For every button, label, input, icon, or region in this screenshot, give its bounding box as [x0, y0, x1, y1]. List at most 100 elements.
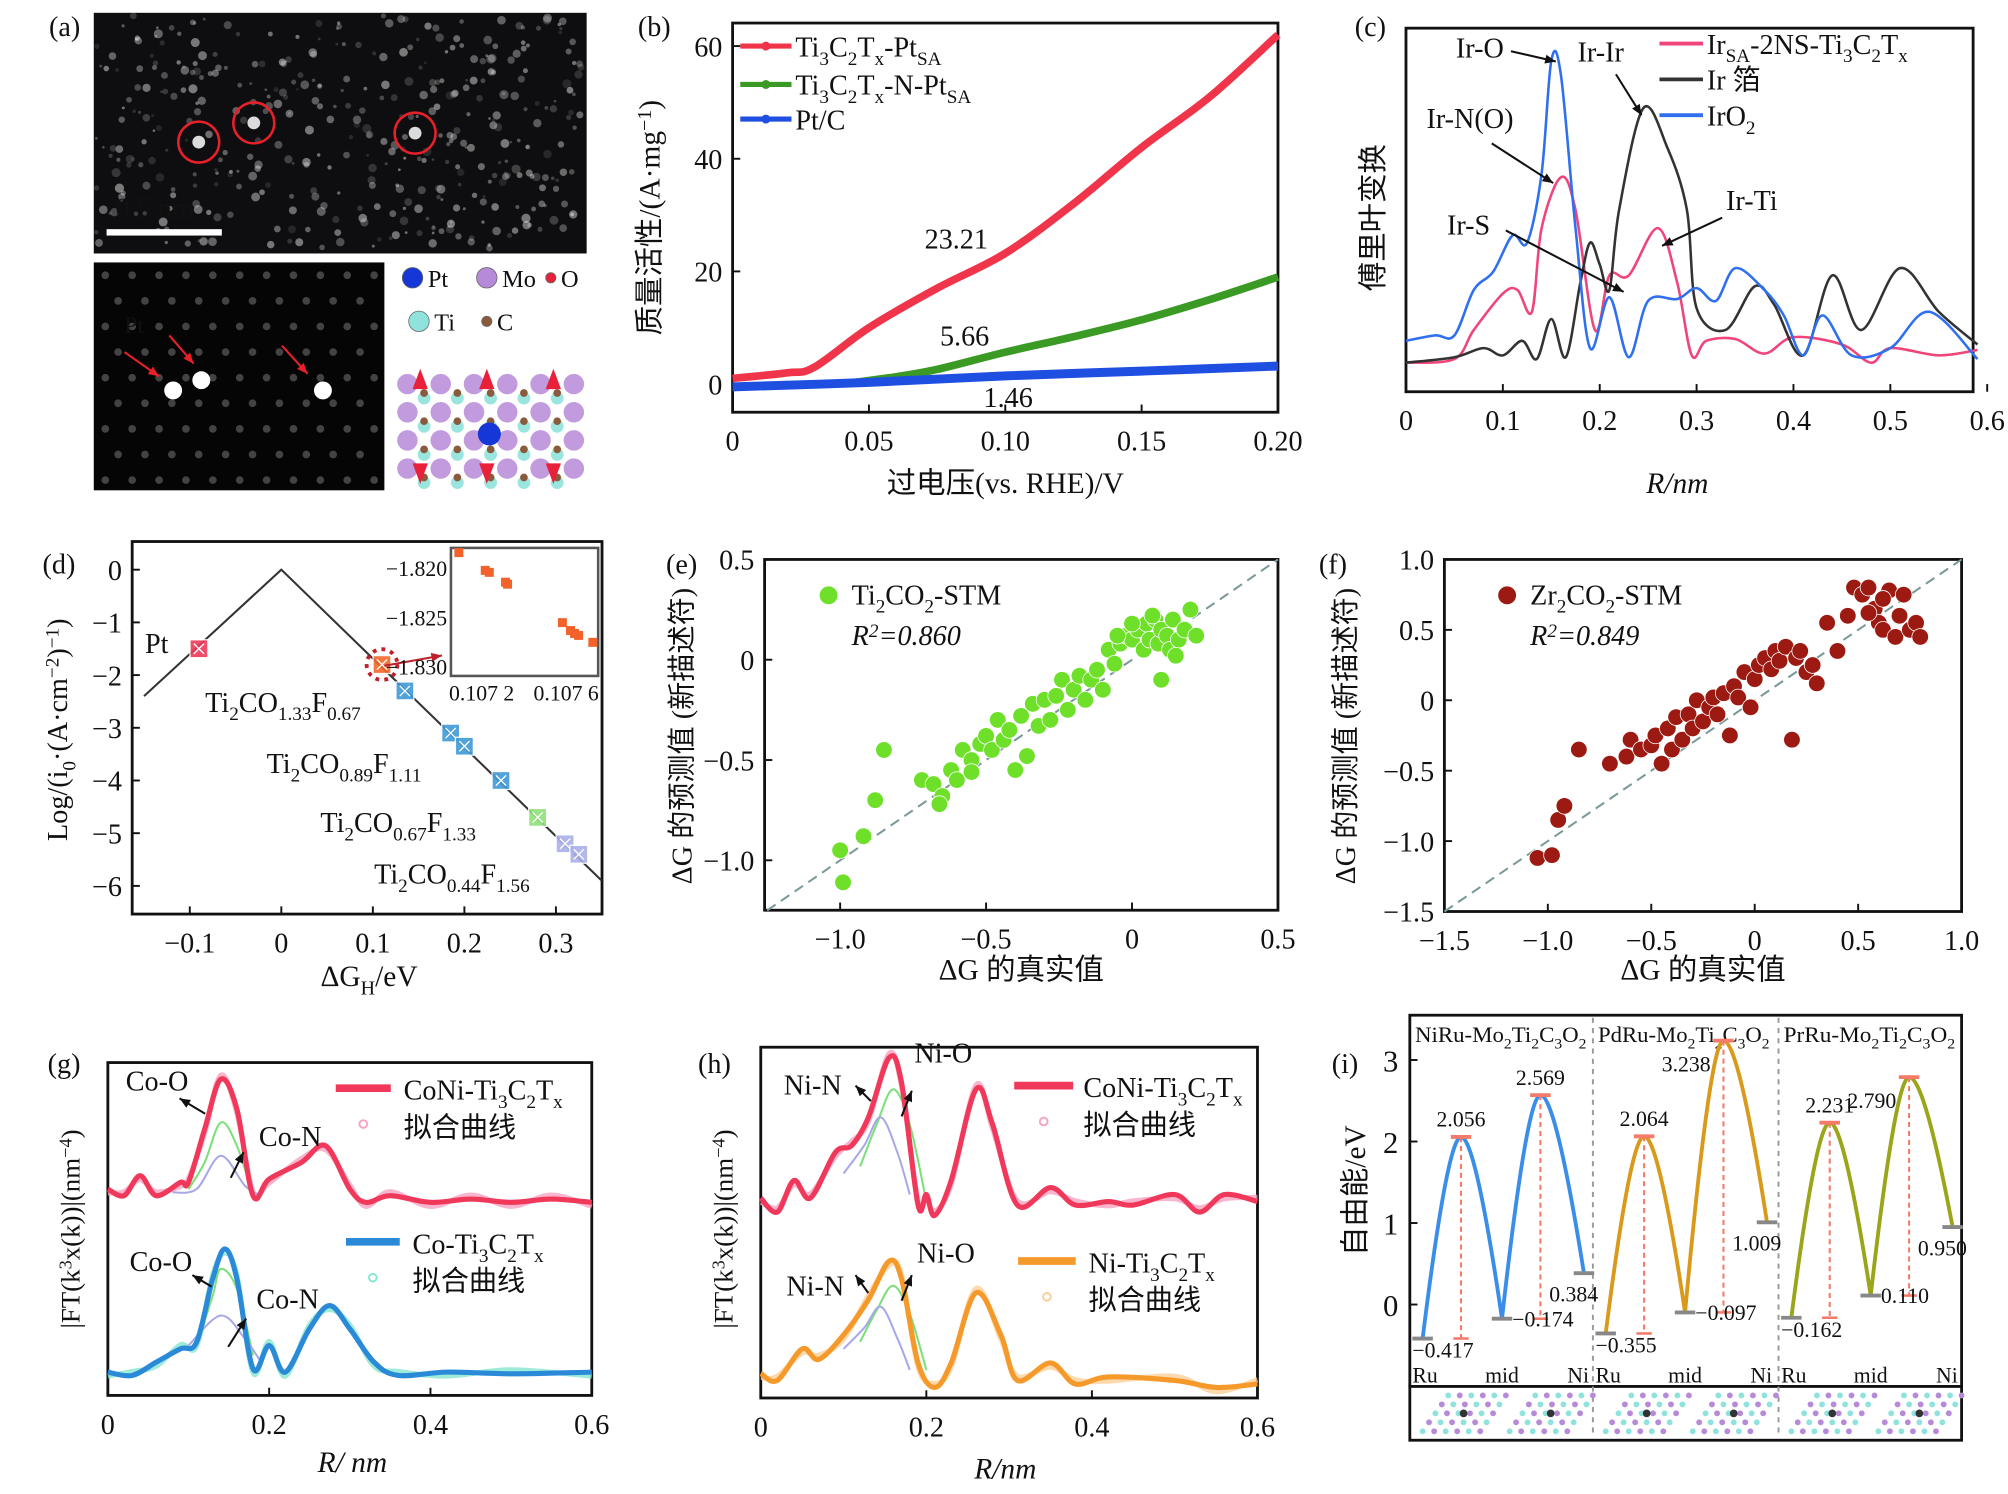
stem-speck — [453, 127, 461, 135]
stem-speck — [366, 154, 369, 157]
lattice-spot — [155, 476, 163, 484]
panel-c-xtick-label: 0.4 — [1776, 406, 1811, 437]
stem-speck — [402, 16, 409, 23]
stem-speck — [464, 146, 468, 149]
stem-speck — [399, 216, 409, 226]
panel-i-structure-atom — [1589, 1392, 1596, 1399]
lattice-spot — [356, 450, 364, 459]
stem-speck — [180, 65, 190, 75]
stem-speck — [418, 65, 423, 70]
stem-speck — [536, 25, 542, 31]
panel-e-data-point — [866, 791, 884, 809]
lattice-spot — [208, 373, 217, 382]
stem-speck — [316, 206, 326, 216]
panel-i-structure-atom — [1899, 1410, 1906, 1417]
legend-o-atom — [545, 272, 557, 284]
legend-label: Mo — [502, 266, 536, 293]
stem-speck — [353, 121, 360, 128]
stem-speck — [534, 100, 540, 107]
panel-d-point-label: Ti2CO0.67F1.33 — [320, 808, 476, 845]
o-atom — [479, 368, 495, 390]
lattice-spot — [114, 450, 122, 459]
stem-speck — [190, 38, 200, 48]
stem-speck — [300, 80, 310, 90]
stem-speck — [188, 84, 198, 94]
stem-speck — [539, 184, 546, 192]
panel-e-data-point — [1181, 600, 1200, 619]
panel-i-structure-atom — [1542, 1410, 1549, 1417]
stem-speck — [407, 44, 414, 51]
panel-c-series-line — [1405, 104, 1979, 364]
panel-f-r-squared: R2=0.849 — [1529, 621, 1639, 652]
stem-speck — [284, 60, 288, 63]
panel-label-e: (e) — [666, 550, 697, 581]
panel-h-series-line — [758, 1053, 1259, 1219]
panel-i-dimer-atom — [1546, 1409, 1555, 1418]
panel-i-structure-atom — [1565, 1410, 1572, 1417]
panel-i-structure-atom — [1893, 1419, 1900, 1426]
stem-speck — [213, 213, 222, 222]
legend-ti-atom — [408, 310, 430, 332]
panel-i-value-label: 0.950 — [1918, 1236, 1967, 1260]
panel-e-ytick-label: 0 — [740, 646, 754, 677]
stem-speck — [170, 187, 176, 192]
panel-i-structure-atom — [1755, 1401, 1761, 1408]
panel-i-structure-atom — [1674, 1392, 1681, 1399]
panel-f-diagonal-line — [1443, 558, 1963, 913]
panel-i-structure-atom — [1685, 1392, 1692, 1399]
panel-g-fit-curve — [107, 1250, 592, 1379]
stem-speck — [316, 153, 321, 157]
stem-speck — [439, 78, 445, 84]
lattice-spot — [235, 322, 244, 331]
stem-speck — [493, 123, 503, 132]
panel-g-peak-label: Co-O — [130, 1247, 193, 1278]
stem-speck — [444, 50, 449, 54]
stem-speck — [512, 49, 521, 58]
stem-speck — [477, 163, 485, 171]
panel-c-arrow-head — [1662, 237, 1674, 246]
stem-speck — [576, 60, 583, 68]
panel-d-inset-frame — [449, 546, 600, 678]
stem-speck — [262, 108, 269, 115]
panel-i-structure-atom — [1620, 1419, 1627, 1426]
stem-speck — [479, 198, 487, 206]
stem-speck — [543, 149, 552, 159]
panel-i-value-label: −0.355 — [1595, 1334, 1656, 1358]
panel-i-structure-atom — [1906, 1401, 1913, 1408]
lattice-spot — [262, 271, 271, 280]
panel-i-structure-atom — [1911, 1410, 1918, 1417]
stem-speck — [425, 216, 430, 221]
stem-speck — [517, 75, 525, 83]
stem-speck — [217, 157, 223, 163]
panel-h-fit-legend-label: 拟合曲线 — [1088, 1285, 1201, 1317]
panel-i-structure-atom — [1701, 1428, 1708, 1435]
panel-d-inset-point — [574, 630, 584, 640]
lattice-spot — [101, 476, 110, 484]
stem-speck — [114, 183, 125, 193]
panel-i-structure-atom — [1625, 1428, 1632, 1435]
stem-speck — [249, 82, 253, 86]
panel-g-series-line — [107, 1246, 592, 1379]
stem-speck — [542, 174, 549, 181]
stem-speck — [265, 182, 271, 188]
stem-speck — [223, 65, 228, 70]
stem-speck — [193, 67, 202, 76]
stem-speck — [162, 88, 169, 95]
panel-d-ytick-label: −5 — [92, 819, 122, 850]
panel-g-arrow-head — [236, 1318, 247, 1330]
lattice-spot — [262, 373, 271, 382]
panel-h-component-curve — [842, 1116, 911, 1195]
lattice-spot — [235, 373, 244, 382]
stem-speck — [193, 204, 203, 214]
panel-i-structure-atom — [1917, 1401, 1924, 1408]
stem-speck — [215, 171, 219, 175]
panel-g-xtick-label: 0.2 — [252, 1410, 287, 1441]
panel-i-value-label: −0.162 — [1781, 1318, 1842, 1342]
stem-speck — [336, 237, 345, 247]
stem-speck — [483, 35, 493, 45]
panel-i-x-category: mid — [1485, 1364, 1519, 1388]
lattice-spot — [221, 297, 230, 305]
lattice-spot — [275, 297, 284, 305]
panel-e-data-point — [1041, 711, 1059, 729]
panel-i-structure-atom — [1817, 1419, 1824, 1426]
